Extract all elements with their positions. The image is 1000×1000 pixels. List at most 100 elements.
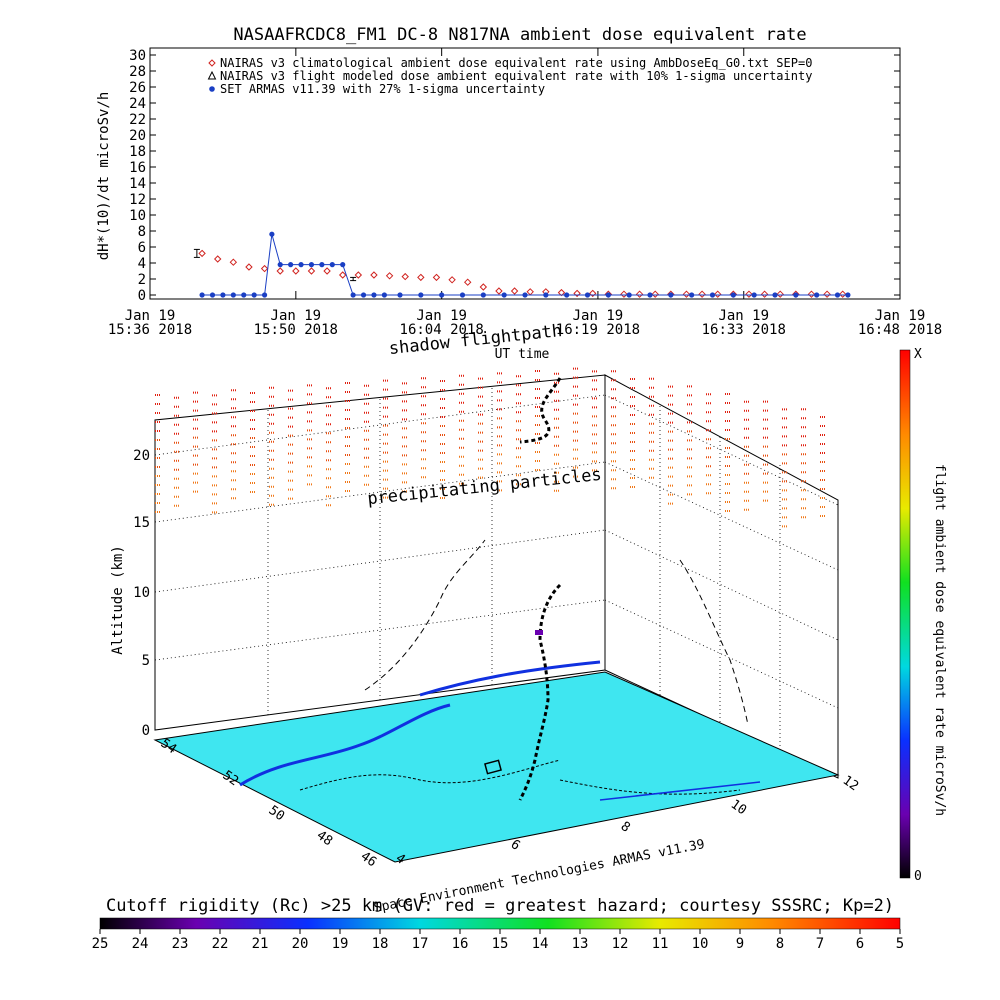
data-point xyxy=(605,292,611,298)
rigidity-ticks: 25 24 23 22 21 20 19 18 17 16 15 14 13 12 11 10 9 8 7 6 5 xyxy=(92,929,904,952)
track-highlight xyxy=(535,630,543,635)
data-point xyxy=(823,290,831,298)
data-point xyxy=(288,262,294,268)
lon-tick-label: 10 xyxy=(728,797,749,818)
z-tick-label: 5 xyxy=(142,653,150,669)
rigidity-tick-label: 12 xyxy=(612,936,629,952)
y-axis-label: dH*(10)/dt microSv/h xyxy=(96,92,112,261)
y-tick-label: 2 xyxy=(138,272,146,288)
annotation-ut-time: UT time xyxy=(495,347,550,362)
x-tick-label-line1: Jan 19 xyxy=(718,308,769,324)
rigidity-tick-label: 23 xyxy=(172,936,189,952)
x-tick-label-line1: Jan 19 xyxy=(416,308,467,324)
data-point xyxy=(401,272,409,281)
dose-colorbar-max: X xyxy=(914,347,922,362)
x-tick-label-line1: Jan 19 xyxy=(271,308,322,324)
data-point xyxy=(371,292,377,298)
data-point xyxy=(230,292,236,298)
lat-tick-label: 52 xyxy=(220,768,241,789)
data-point xyxy=(589,289,597,298)
rigidity-tick-label: 17 xyxy=(412,936,429,952)
rigidity-tick-label: 7 xyxy=(816,936,824,952)
data-point xyxy=(557,288,566,297)
y-tick-label: 24 xyxy=(129,96,146,112)
airport-marker xyxy=(484,759,502,775)
data-point xyxy=(776,290,784,298)
x-tick-label-line2: 16:19 2018 xyxy=(556,322,640,338)
y-tick-label: 14 xyxy=(129,176,146,192)
data-point xyxy=(340,262,346,268)
data-point xyxy=(543,292,549,298)
dose-colorbar xyxy=(899,349,911,879)
data-point xyxy=(709,292,716,298)
data-point xyxy=(814,292,820,298)
data-point xyxy=(793,292,799,298)
data-point xyxy=(845,292,851,298)
rigidity-tick-label: 10 xyxy=(692,936,709,952)
data-point xyxy=(339,271,347,279)
rigidity-colorbar xyxy=(99,917,901,930)
rigidity-tick-label: 16 xyxy=(452,936,469,952)
x-tick-label-line2: 15:36 2018 xyxy=(108,322,192,338)
dose-colorbar-min: 0 xyxy=(914,869,922,884)
data-point xyxy=(834,292,841,298)
rigidity-tick-label: 21 xyxy=(252,936,269,952)
rigidity-tick-label: 15 xyxy=(492,936,509,952)
data-point xyxy=(501,292,507,298)
y-tick-label: 6 xyxy=(138,240,146,256)
precipitating-particles xyxy=(155,367,826,528)
plot-frame xyxy=(149,47,901,300)
x-tick-label-line2: 16:48 2018 xyxy=(858,322,942,338)
rigidity-tick-label: 20 xyxy=(292,936,309,952)
y-tick-label: 20 xyxy=(129,128,146,144)
data-point xyxy=(260,264,269,273)
rigidity-tick-label: 9 xyxy=(736,936,744,952)
rigidity-tick-label: 18 xyxy=(372,936,389,952)
y-tick-label: 30 xyxy=(129,48,146,64)
y-tick-label: 4 xyxy=(138,256,146,272)
back-wall xyxy=(154,374,606,731)
y-tick-label: 26 xyxy=(129,80,146,96)
series-nairas-flight xyxy=(193,248,357,282)
data-point xyxy=(522,292,528,298)
x-tick-label-line1: Jan 19 xyxy=(573,308,624,324)
data-point xyxy=(269,231,275,237)
data-point xyxy=(381,292,387,298)
data-point xyxy=(241,292,247,298)
data-point xyxy=(745,290,753,298)
legend: NAIRAS v3 climatological ambient dose eq… xyxy=(207,56,812,96)
data-point xyxy=(276,267,284,275)
data-point xyxy=(397,292,403,298)
latitude-axis: 54 52 50 48 46 xyxy=(158,736,379,870)
rigidity-tick-label: 6 xyxy=(856,936,864,952)
shadow-path-back xyxy=(364,539,486,691)
data-point xyxy=(635,290,644,298)
data-point xyxy=(464,278,472,286)
rigidity-tick-label: 5 xyxy=(896,936,904,952)
z-axis: 0 5 10 15 20 xyxy=(133,448,150,739)
border-lines xyxy=(299,759,741,795)
lon-tick-label: 8 xyxy=(618,819,633,836)
rigidity-tick-label: 22 xyxy=(212,936,229,952)
z-tick-label: 0 xyxy=(142,723,150,739)
y-tick-label: 18 xyxy=(129,144,146,160)
y-tick-label: 12 xyxy=(129,192,146,208)
chart-title: NASAAFRCDC8_FM1 DC-8 N817NA ambient dose… xyxy=(233,25,806,45)
x-tick-label-line2: 16:04 2018 xyxy=(400,322,484,338)
dose-colorbar-label: flight ambient dose equivalent rate micr… xyxy=(932,464,947,816)
data-point xyxy=(620,290,628,298)
rigidity-tick-label: 13 xyxy=(572,936,589,952)
series-nairas-climatological xyxy=(198,249,847,298)
z-tick-label: 20 xyxy=(133,448,150,464)
data-point xyxy=(319,262,325,268)
lon-tick-label: 12 xyxy=(840,773,861,794)
legend-marker xyxy=(207,70,217,80)
data-point xyxy=(350,292,356,298)
data-point xyxy=(277,262,283,268)
y-tick-label: 16 xyxy=(129,160,146,176)
legend-marker xyxy=(209,86,215,92)
data-point xyxy=(292,267,300,275)
